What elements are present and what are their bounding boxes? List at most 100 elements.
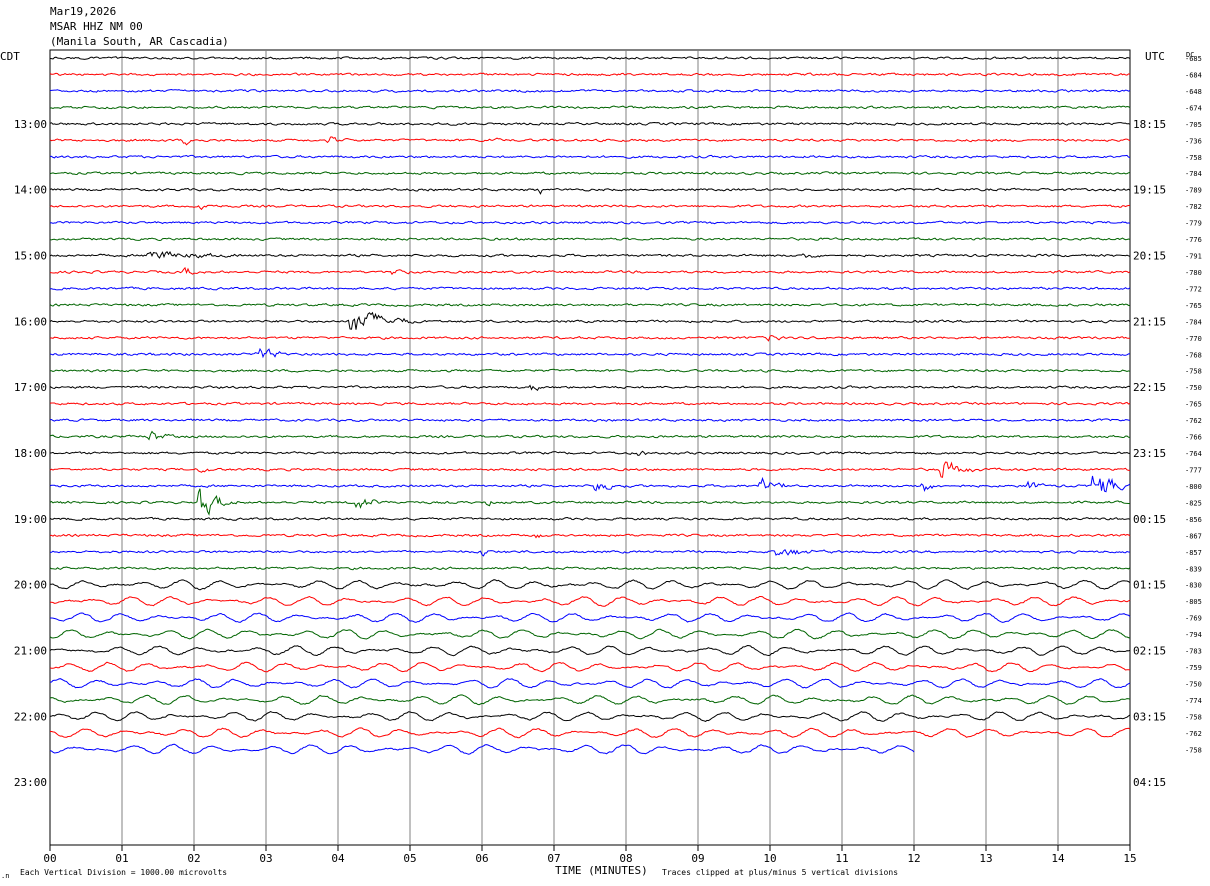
left-hour-label: 22:00 <box>14 710 47 723</box>
dc-offset-label: -776 <box>1185 236 1202 244</box>
trace-line <box>49 418 1131 423</box>
dc-offset-label: -800 <box>1185 483 1202 491</box>
left-hour-label: 20:00 <box>14 579 47 592</box>
x-tick-label: 09 <box>691 852 704 865</box>
left-hour-label: 19:00 <box>14 513 47 526</box>
dc-offset-label: -768 <box>1185 351 1202 359</box>
trace-line <box>49 154 1131 159</box>
dc-offset-label: -782 <box>1185 203 1202 211</box>
chart-station: MSAR HHZ NM 00 <box>50 20 143 33</box>
dc-offset-label: -750 <box>1185 680 1202 688</box>
trace-line <box>49 579 1131 591</box>
x-tick-label: 06 <box>475 852 488 865</box>
x-tick-label: 00 <box>43 852 56 865</box>
trace-line <box>49 566 1131 571</box>
corner-mark: .n <box>1 872 9 880</box>
x-tick-label: 08 <box>619 852 632 865</box>
dc-offset-label: -685 <box>1185 55 1202 63</box>
trace-line <box>49 516 1131 521</box>
x-tick-label: 11 <box>835 852 848 865</box>
trace-line <box>49 266 1131 276</box>
x-tick-label: 14 <box>1051 852 1065 865</box>
minute-grid <box>121 50 1059 845</box>
trace-line <box>49 302 1131 307</box>
dc-offset-label: -774 <box>1185 697 1202 705</box>
dc-offset-label: -856 <box>1185 516 1202 524</box>
trace-line <box>49 678 1131 689</box>
right-hour-label: 02:15 <box>1133 645 1166 658</box>
trace-line <box>49 72 1131 77</box>
trace-line <box>49 743 915 755</box>
dc-offset-label: -780 <box>1185 269 1202 277</box>
dc-offset-label: -777 <box>1185 467 1202 475</box>
left-hour-label: 17:00 <box>14 381 47 394</box>
trace-line <box>49 286 1131 291</box>
trace-line <box>49 475 1131 493</box>
x-tick-label: 12 <box>907 852 920 865</box>
left-hour-labels: 13:00 14:00 15:00 16:00 17:00 18:00 19:00 20:00… <box>14 118 47 789</box>
trace-line <box>49 187 1131 195</box>
trace-line <box>49 88 1131 93</box>
left-hour-label: 21:00 <box>14 645 47 658</box>
dc-offset-label: -674 <box>1185 104 1202 112</box>
x-axis-label: TIME (MINUTES) <box>555 864 648 877</box>
plot-frame <box>49 49 1131 846</box>
x-axis-ticks: 00 01 02 03 04 05 06 07 08 09 10 11 12 13 14 15 <box>43 845 1137 865</box>
dc-offset-label: -789 <box>1185 187 1202 195</box>
dc-offset-label: -758 <box>1185 154 1202 162</box>
left-hour-label: 15:00 <box>14 250 47 263</box>
seismic-traces <box>49 56 1131 755</box>
trace-line <box>49 56 1131 61</box>
trace-line <box>49 384 1131 392</box>
dc-offset-label: -784 <box>1185 170 1202 178</box>
trace-line <box>49 347 1131 359</box>
trace-line <box>49 121 1131 126</box>
trace-line <box>49 488 1131 516</box>
left-hour-label: 23:00 <box>14 776 47 789</box>
right-hour-label: 01:15 <box>1133 579 1166 592</box>
trace-line <box>49 533 1131 539</box>
dc-offset-label: -736 <box>1185 137 1202 145</box>
dc-offset-label: -791 <box>1185 253 1202 261</box>
trace-line <box>49 549 1131 557</box>
x-tick-label: 03 <box>259 852 272 865</box>
dc-offset-label: -830 <box>1185 582 1202 590</box>
trace-line <box>49 711 1131 722</box>
trace-line <box>49 628 1131 640</box>
dc-offset-label: -794 <box>1185 631 1202 639</box>
trace-line <box>49 450 1131 456</box>
dc-offset-label: -839 <box>1185 565 1202 573</box>
trace-line <box>49 368 1131 373</box>
right-hour-labels: 18:15 19:15 20:15 21:15 22:15 23:15 00:15 01:15… <box>1133 118 1166 789</box>
dc-offset-labels: -685 -684 -648 -674 -705 -736 -758 -784 -789 -782… <box>1185 55 1202 754</box>
dc-offset-label: -867 <box>1185 532 1202 540</box>
dc-offset-label: -766 <box>1185 434 1202 442</box>
x-tick-label: 02 <box>187 852 200 865</box>
trace-line <box>49 644 1131 657</box>
chart-date: Mar19,2026 <box>50 5 116 18</box>
trace-line <box>49 311 1131 330</box>
dc-offset-label: -772 <box>1185 285 1202 293</box>
right-hour-label: 00:15 <box>1133 513 1166 526</box>
right-timezone-label: UTC <box>1145 50 1165 63</box>
clip-note: Traces clipped at plus/minus 5 vertical … <box>662 868 898 877</box>
trace-line <box>50 595 1131 607</box>
trace-line <box>49 136 1131 146</box>
trace-line <box>49 171 1131 176</box>
dc-offset-label: -784 <box>1185 318 1202 326</box>
chart-location: (Manila South, AR Cascadia) <box>50 35 229 48</box>
right-hour-label: 03:15 <box>1133 710 1166 723</box>
trace-line <box>49 694 1131 706</box>
x-tick-label: 01 <box>115 852 128 865</box>
dc-offset-label: -762 <box>1185 730 1202 738</box>
dc-offset-label: -783 <box>1185 648 1202 656</box>
dc-offset-label: -648 <box>1185 88 1202 96</box>
dc-offset-label: -758 <box>1185 713 1202 721</box>
dc-offset-label: -758 <box>1185 368 1202 376</box>
trace-line <box>49 220 1131 225</box>
right-hour-label: 20:15 <box>1133 250 1166 263</box>
dc-offset-label: -769 <box>1185 615 1202 623</box>
right-hour-label: 04:15 <box>1133 776 1166 789</box>
dc-offset-label: -825 <box>1185 499 1202 507</box>
left-hour-label: 18:00 <box>14 447 47 460</box>
